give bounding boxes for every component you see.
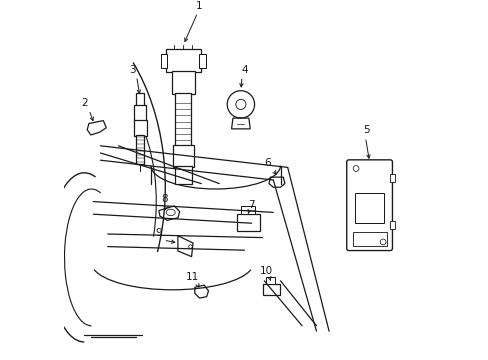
Text: 9: 9: [156, 228, 162, 238]
Bar: [236, 214, 260, 231]
Bar: [389, 174, 394, 182]
Text: 4: 4: [241, 64, 247, 75]
Text: 3: 3: [129, 64, 136, 75]
Bar: [136, 135, 144, 164]
Bar: [161, 54, 167, 68]
Text: 7: 7: [247, 199, 254, 210]
Bar: [389, 221, 394, 229]
Bar: [175, 93, 191, 146]
Text: 2: 2: [81, 98, 87, 108]
Bar: [136, 93, 143, 106]
Bar: [262, 284, 279, 295]
Text: 5: 5: [363, 125, 369, 135]
Text: 8: 8: [161, 194, 167, 204]
Bar: [172, 145, 194, 167]
Bar: [265, 277, 275, 284]
Text: 1: 1: [196, 1, 203, 11]
Bar: [133, 120, 146, 136]
Bar: [174, 166, 192, 184]
Bar: [171, 71, 194, 94]
Bar: [352, 232, 386, 246]
Text: 6: 6: [264, 158, 271, 168]
Bar: [355, 193, 383, 223]
Text: 10: 10: [260, 266, 273, 276]
Bar: [166, 49, 200, 72]
Text: 11: 11: [185, 271, 199, 282]
Bar: [134, 105, 145, 121]
FancyBboxPatch shape: [346, 160, 392, 251]
Bar: [241, 206, 255, 214]
Bar: [199, 54, 205, 68]
